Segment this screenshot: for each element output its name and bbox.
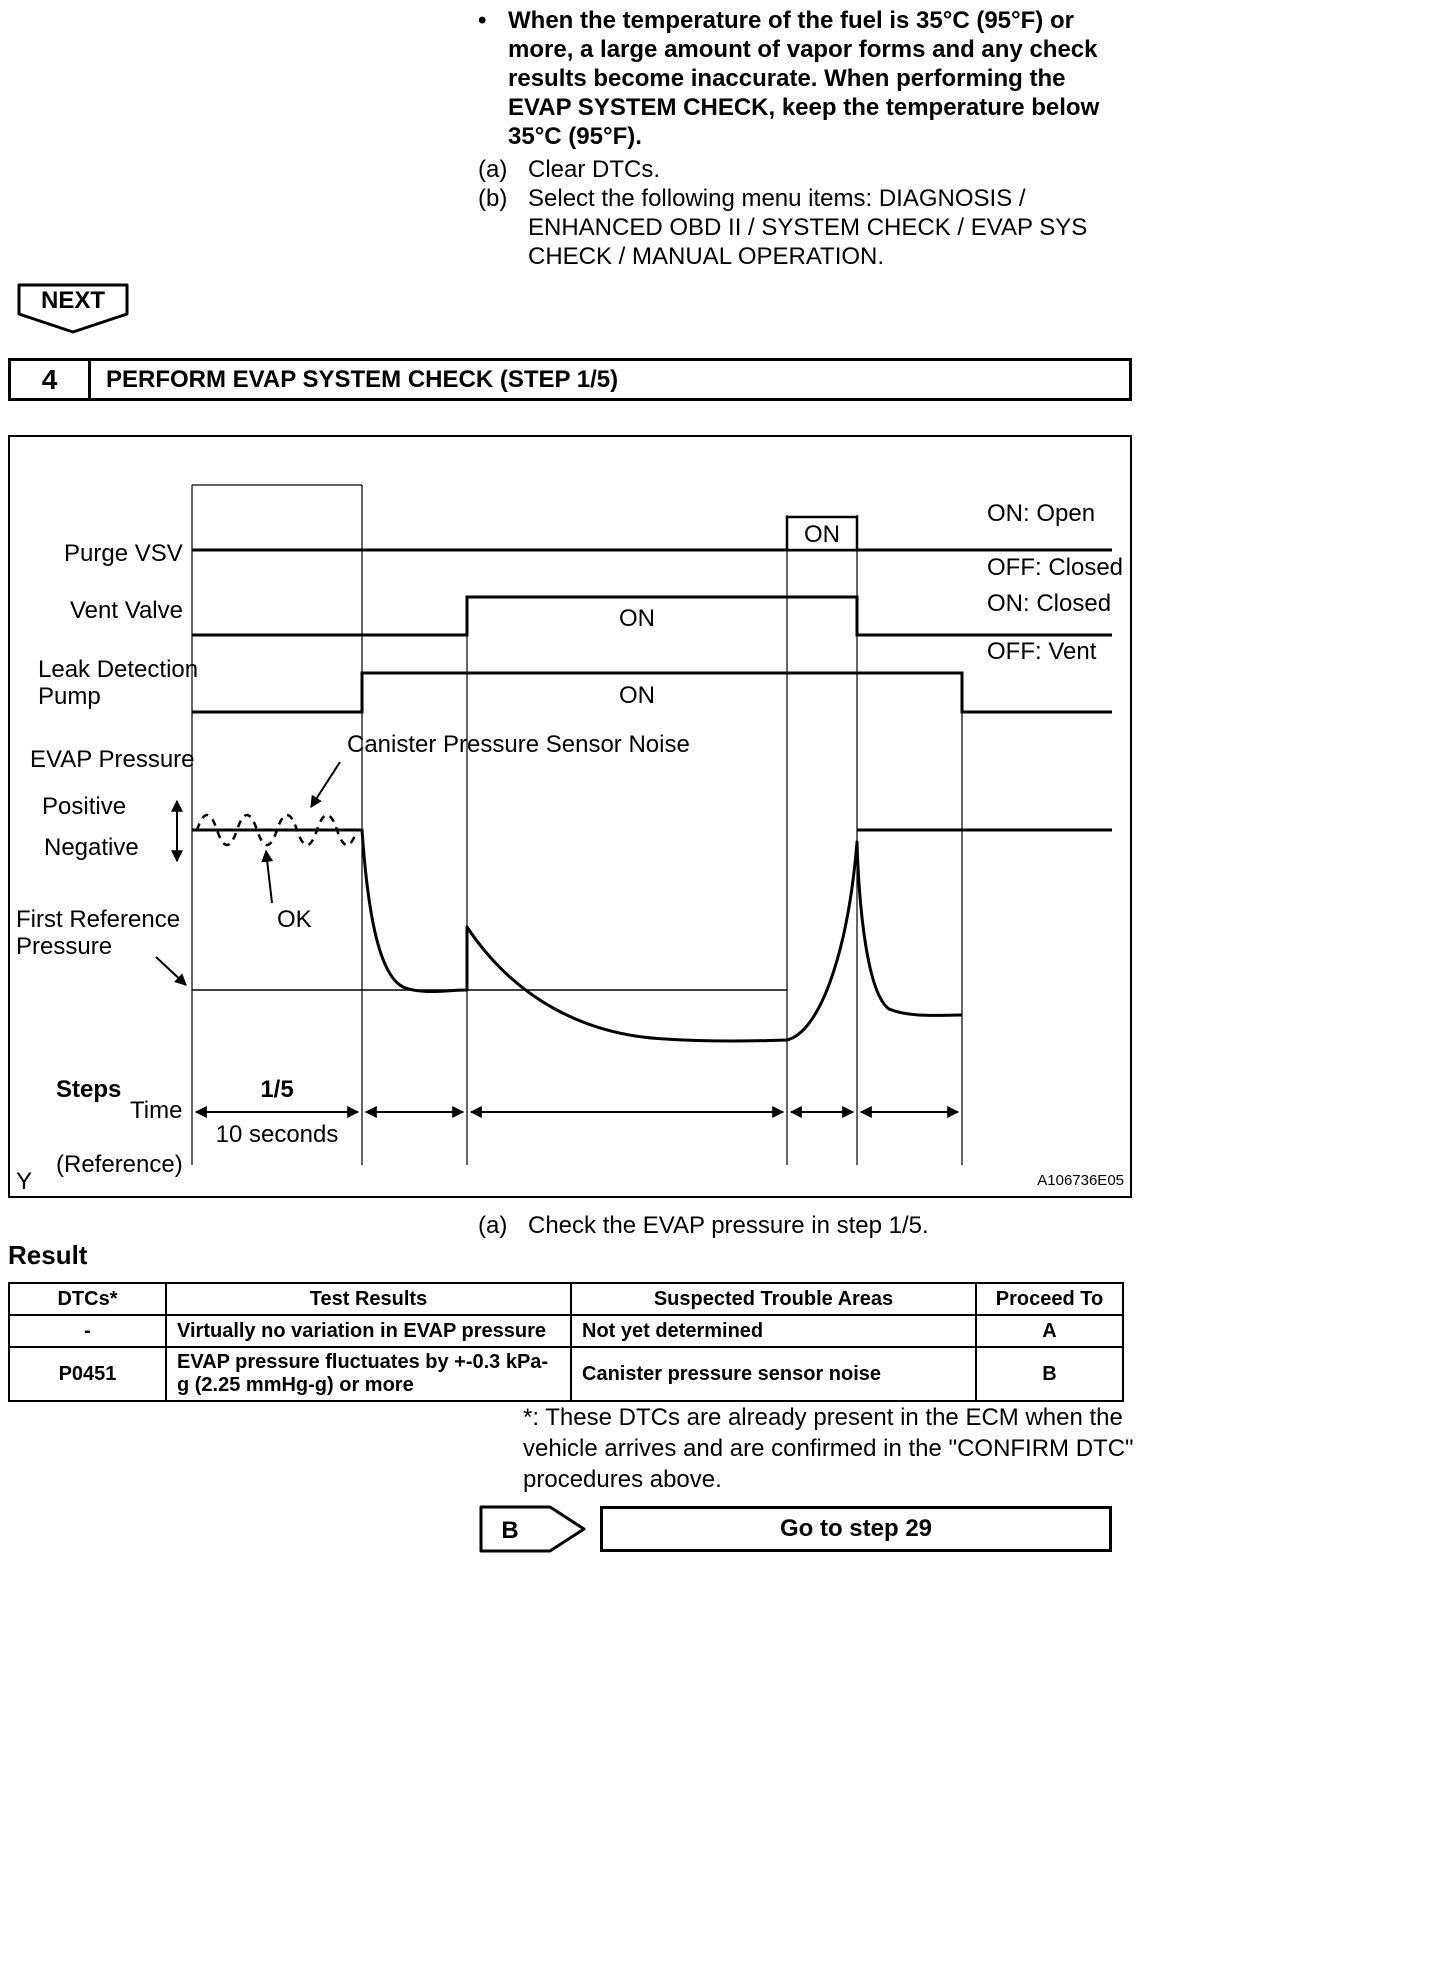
leak-detection-label-line1: Leak Detection — [38, 656, 198, 683]
cell-proceed-to: B — [975, 1346, 1124, 1402]
first-reference-label-line2: Pressure — [16, 933, 112, 960]
pump-on-label: ON — [619, 682, 655, 709]
legend-purge-off: OFF: Closed — [987, 554, 1123, 581]
step-title: PERFORM EVAP SYSTEM CHECK (STEP 1/5) — [106, 365, 619, 393]
result-heading: Result — [8, 1240, 88, 1270]
vent-valve-label: Vent Valve — [70, 597, 183, 624]
negative-label: Negative — [44, 834, 139, 861]
intro-notes: • When the temperature of the fuel is 35… — [478, 6, 1150, 271]
legend-vent-off: OFF: Vent — [987, 638, 1097, 665]
table-row: - Virtually no variation in EVAP pressur… — [8, 1314, 1124, 1348]
duration-label: 10 seconds — [216, 1121, 339, 1148]
figure-id: A106736E05 — [1037, 1172, 1124, 1189]
evap-pressure-label: EVAP Pressure — [30, 746, 195, 773]
item-a-text: Clear DTCs. — [528, 156, 661, 183]
first-reference-arrow — [155, 956, 187, 986]
cell-dtc: P0451 — [8, 1346, 167, 1402]
procedure-item-a: (a) Clear DTCs. — [478, 155, 1150, 184]
leak-detection-label-line2: Pump — [38, 683, 101, 710]
step-header: 4 PERFORM EVAP SYSTEM CHECK (STEP 1/5) — [8, 358, 1132, 401]
col-header-proceed-to: Proceed To — [975, 1282, 1124, 1316]
first-reference-label-line1: First Reference — [16, 906, 180, 933]
col-header-suspected-areas: Suspected Trouble Areas — [570, 1282, 977, 1316]
col-header-test-results: Test Results — [165, 1282, 572, 1316]
item-b-text: Select the following menu items: DIAGNOS… — [528, 185, 1088, 270]
purge-vsv-on-pulse — [785, 515, 859, 552]
time-label: Time — [130, 1097, 182, 1124]
cell-test-result: Virtually no variation in EVAP pressure — [165, 1314, 572, 1348]
b-label: B — [501, 1517, 518, 1544]
purge-on-label: ON — [804, 521, 840, 548]
fuel-temperature-note: When the temperature of the fuel is 35°C… — [508, 7, 1100, 150]
ok-annotation: OK — [277, 906, 312, 933]
check-note-label: (a) — [478, 1212, 508, 1239]
evap-timing-chart: ON ON ON — [16, 484, 1124, 1195]
result-table: DTCs* Test Results Suspected Trouble Are… — [8, 1282, 1124, 1402]
canister-noise-annotation: Canister Pressure Sensor Noise — [347, 731, 690, 758]
phase-gridlines — [191, 484, 963, 1165]
cell-suspected-area: Canister pressure sensor noise — [570, 1346, 977, 1402]
goto-step-box: Go to step 29 — [600, 1506, 1112, 1552]
b-arrow-outline — [479, 1505, 586, 1553]
next-label: NEXT — [41, 287, 105, 314]
ok-arrow — [261, 849, 274, 904]
positive-label: Positive — [42, 793, 126, 820]
vent-on-label: ON — [619, 605, 655, 632]
vent-valve-waveform — [192, 595, 1112, 637]
step-number: 4 — [11, 361, 91, 398]
procedure-item-b: (b) Select the following menu items: DIA… — [478, 184, 1150, 271]
col-header-dtcs: DTCs* — [8, 1282, 167, 1316]
purge-vsv-label: Purge VSV — [64, 540, 183, 567]
canister-noise-arrow — [310, 761, 341, 809]
step-fraction-label: 1/5 — [260, 1076, 293, 1103]
leak-pump-waveform — [192, 671, 1112, 714]
steps-label: Steps — [56, 1076, 121, 1103]
bullet-marker: • — [478, 7, 487, 34]
item-b-label: (b) — [478, 185, 508, 212]
item-a-label: (a) — [478, 156, 508, 183]
timing-diagram-panel: ON ON ON — [8, 435, 1132, 1198]
legend-vent-on: ON: Closed — [987, 590, 1111, 617]
reference-label: (Reference) — [56, 1151, 183, 1178]
corner-mark: Y — [16, 1168, 32, 1195]
caution-bullet: • When the temperature of the fuel is 35… — [478, 6, 1150, 151]
next-flow-banner: NEXT — [17, 283, 129, 334]
cell-dtc: - — [8, 1314, 167, 1348]
result-table-header-row: DTCs* Test Results Suspected Trouble Are… — [8, 1282, 1124, 1316]
cell-proceed-to: A — [975, 1314, 1124, 1348]
cell-test-result: EVAP pressure fluctuates by +-0.3 kPa-g … — [165, 1346, 572, 1402]
dtc-footnote: *: These DTCs are already present in the… — [523, 1404, 1134, 1493]
annotation-arrows — [155, 761, 341, 986]
legend-purge-on: ON: Open — [987, 500, 1095, 527]
next-banner-outline — [17, 283, 129, 334]
table-row: P0451 EVAP pressure fluctuates by +-0.3 … — [8, 1346, 1124, 1402]
evap-pressure-curve — [192, 828, 963, 1043]
b-flow-marker: B — [479, 1505, 586, 1553]
cell-suspected-area: Not yet determined — [570, 1314, 977, 1348]
sensor-noise-wave — [195, 813, 359, 847]
check-note: (a) Check the EVAP pressure in step 1/5. — [478, 1212, 929, 1240]
check-note-text: Check the EVAP pressure in step 1/5. — [528, 1212, 929, 1239]
